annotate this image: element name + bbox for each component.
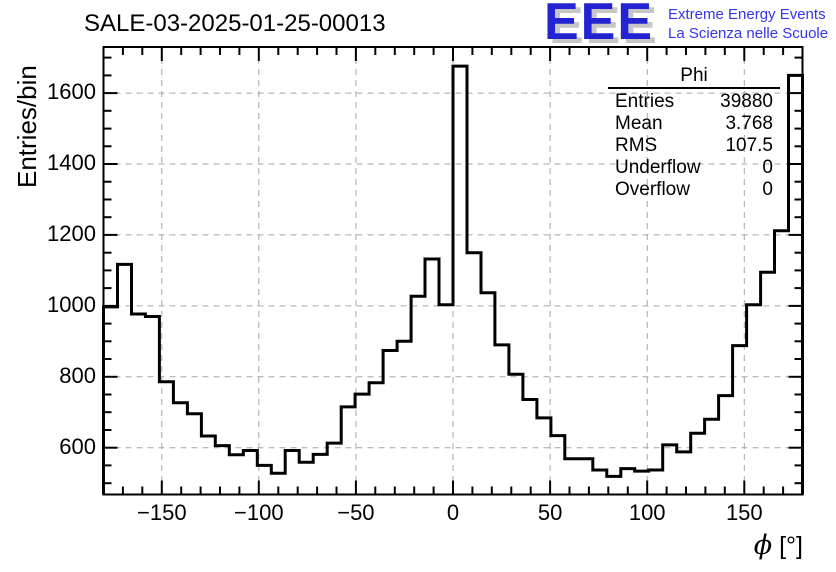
x-tick-label: −100	[234, 500, 284, 525]
y-tick-label: 1000	[47, 291, 96, 317]
y-tick-label: 1600	[47, 79, 96, 105]
x-axis-unit: [°]	[779, 532, 803, 560]
stat-label: Overflow	[615, 179, 690, 200]
x-tick-label: 150	[725, 500, 763, 525]
eee-logo-text: Extreme Energy Events La Scienza nelle S…	[668, 5, 828, 43]
eee-logo-line1: Extreme Energy Events	[668, 6, 826, 23]
stat-row: Underflow 0	[608, 157, 780, 179]
histogram-line	[102, 64, 804, 495]
stat-label: Underflow	[615, 157, 701, 178]
stats-box: Phi Entries 39880 Mean 3.768 RMS 107.5 Underfl…	[608, 64, 780, 201]
x-tick-label: 100	[628, 500, 666, 525]
stat-label: Mean	[615, 113, 663, 134]
stat-label: RMS	[615, 135, 658, 156]
stat-row: RMS 107.5	[608, 135, 780, 157]
y-tick-label: 1400	[47, 149, 96, 175]
stats-box-title: Phi	[680, 65, 708, 86]
stat-value: 0	[762, 157, 773, 178]
y-tick-label: 600	[59, 433, 96, 459]
stats-title-divider	[608, 87, 780, 89]
phi-symbol: ϕ	[753, 530, 773, 561]
eee-logo-letters: EEE	[544, 0, 655, 51]
y-tick-label: 1200	[47, 220, 96, 246]
x-tick-label: 50	[537, 500, 563, 525]
x-tick-label: −50	[337, 500, 375, 525]
stats-rows: Entries 39880 Mean 3.768 RMS 107.5 Underflow 0 O…	[608, 91, 780, 201]
stat-label: Entries	[615, 91, 675, 112]
stat-value: 39880	[720, 91, 773, 112]
eee-logo-line2: La Scienza nelle Scuole	[668, 25, 829, 42]
stat-row: Mean 3.768	[608, 113, 780, 135]
stat-row: Entries 39880	[608, 91, 780, 113]
stat-value: 0	[762, 179, 773, 200]
x-axis-title: ϕ [°]	[754, 530, 803, 561]
x-tick-label: 0	[446, 500, 460, 525]
stat-value: 3.768	[725, 113, 773, 134]
plot-title: SALE-03-2025-01-25-00013	[84, 10, 386, 37]
stat-value: 107.5	[725, 135, 773, 156]
stat-row: Overflow 0	[608, 179, 780, 201]
y-tick-label: 800	[59, 362, 96, 388]
x-tick-label: −150	[137, 500, 187, 525]
